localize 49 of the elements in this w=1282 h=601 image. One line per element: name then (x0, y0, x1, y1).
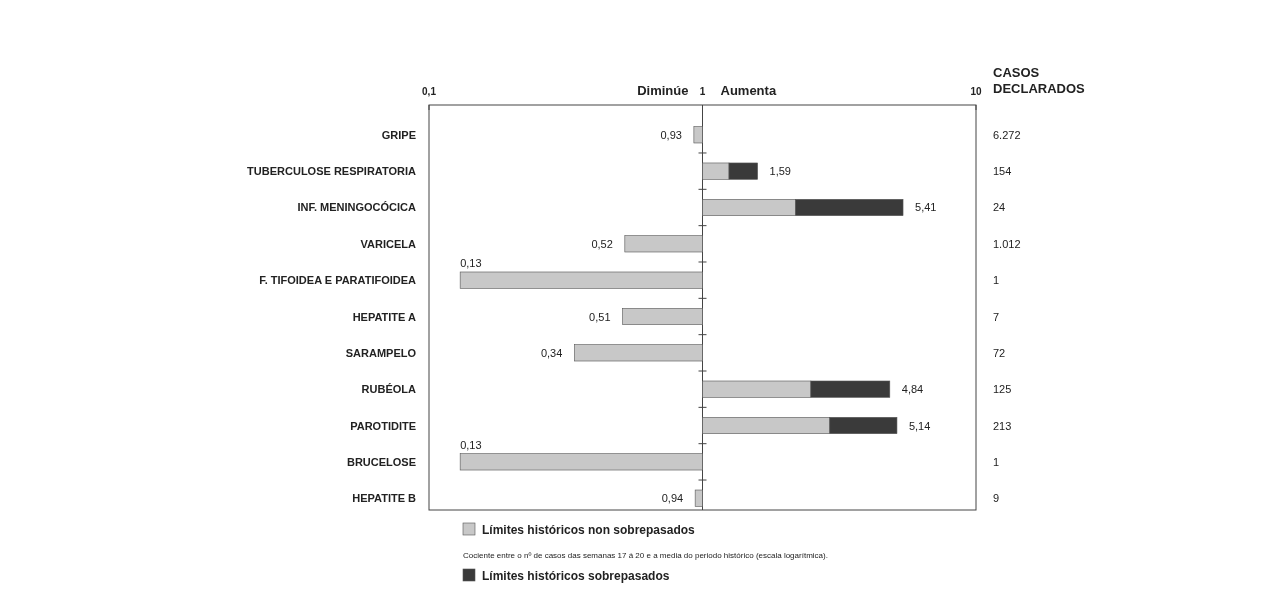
bar (459, 271, 703, 289)
text: 9 (993, 492, 1000, 505)
y-tick-label: F. TIFOIDEA E PARATIFOIDEA (259, 274, 417, 287)
annotation: 5,41 (915, 201, 937, 214)
text: 1 (993, 274, 1000, 287)
annotation: 0,93 (660, 128, 682, 141)
x-tick-label: 10 (970, 86, 982, 97)
bar (574, 344, 703, 362)
text: 125 (993, 383, 1012, 396)
y-tick-label: VARICELA (360, 237, 417, 250)
y-tick-label: GRIPE (381, 128, 416, 141)
y-tick-label: RUBÉOLA (361, 383, 417, 396)
text: 154 (993, 165, 1012, 178)
text: Diminúe (637, 83, 689, 98)
legend-label: Límites históricos non sobrepasados (482, 523, 696, 537)
bar (694, 489, 703, 507)
bar (459, 453, 703, 471)
text: 1.012 (993, 237, 1021, 250)
bar (622, 308, 703, 325)
annotation: 0,51 (589, 310, 611, 323)
legend-label: Límites históricos sobrepasados (482, 569, 670, 583)
annotation: 1,59 (769, 165, 791, 178)
annotation: 0,34 (540, 346, 563, 359)
y-tick-label: PAROTIDITE (350, 419, 416, 432)
annotation: 5,14 (908, 419, 931, 432)
text: 7 (993, 310, 1000, 323)
annotation: 0,94 (661, 492, 684, 505)
text: 213 (993, 419, 1012, 432)
annotation: 0,13 (460, 438, 482, 451)
y2-axis-title: CASOS DECLARADOS (993, 65, 1086, 96)
annotation: 4,84 (901, 383, 924, 396)
y-tick-label: SARAMPELO (345, 346, 417, 359)
x-tick-label: 0,1 (422, 86, 437, 97)
x-tick-label: 1 (699, 86, 706, 97)
text: Cociente entre o nº de casos das semanas 17 á 20 e a media do periodo histórico (escala logarítmica). (463, 551, 828, 560)
bar (624, 235, 703, 253)
y-tick-label: BRUCELOSE (346, 455, 416, 468)
text: 6.272 (993, 128, 1021, 141)
text: 72 (993, 346, 1006, 359)
y-tick-label: INF. MENINGOCÓCICA (297, 201, 417, 214)
text: 1 (993, 455, 1000, 468)
text: Aumenta (720, 83, 777, 98)
annotation: 0,13 (460, 256, 482, 269)
bar (693, 126, 703, 144)
y-tick-label: HEPATITE B (352, 492, 417, 505)
y-tick-label: HEPATITE A (352, 310, 417, 323)
text: 24 (993, 201, 1006, 214)
annotation: 0,52 (591, 237, 613, 250)
y-tick-label: TUBERCULOSE RESPIRATORIA (247, 165, 417, 178)
